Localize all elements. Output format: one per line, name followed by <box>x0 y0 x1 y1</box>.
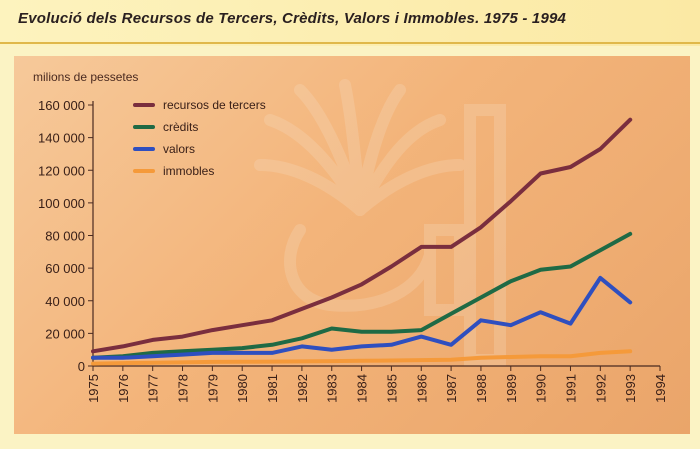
y-tick-label: 100 000 <box>38 196 85 211</box>
series-layer <box>91 117 633 366</box>
x-tick-label: 1975 <box>86 374 101 403</box>
title-divider <box>0 42 700 44</box>
x-tick-label: 1994 <box>653 374 668 403</box>
x-tick-label: 1979 <box>205 374 220 403</box>
y-tick-label: 40 000 <box>45 294 85 309</box>
x-tick-label: 1986 <box>414 374 429 403</box>
series-line-2 <box>91 231 633 360</box>
watermark-emblem-icon <box>254 79 506 366</box>
x-tick-label: 1980 <box>235 374 250 403</box>
chart-title: Evolució dels Recursos de Tercers, Crèdi… <box>18 10 567 27</box>
legend-label: immobles <box>163 164 214 178</box>
x-tick-label: 1976 <box>116 374 131 403</box>
series-line-1 <box>91 117 633 354</box>
x-tick-label: 1982 <box>295 374 310 403</box>
x-tick-label: 1978 <box>176 374 191 403</box>
y-tick-label: 80 000 <box>45 229 85 244</box>
chart-panel <box>14 56 690 434</box>
y-tick-label: 160 000 <box>38 98 85 113</box>
x-tick-label: 1984 <box>355 374 370 403</box>
legend: recursos de tercers crèdits valors immobles <box>133 98 266 178</box>
series-line-4 <box>91 349 633 366</box>
title-bar <box>0 0 700 46</box>
x-tick-label: 1993 <box>623 374 638 403</box>
x-tick-label: 1987 <box>444 374 459 403</box>
y-tick-label: 60 000 <box>45 261 85 276</box>
x-tick-label: 1985 <box>384 374 399 403</box>
y-tick-label: 140 000 <box>38 131 85 146</box>
y-axis-label: milions de pessetes <box>33 70 138 84</box>
series-line-3 <box>91 275 633 360</box>
x-tick-label: 1977 <box>146 374 161 403</box>
legend-label: crèdits <box>163 120 198 134</box>
y-tick-label: 20 000 <box>45 326 85 341</box>
legend-label: recursos de tercers <box>163 98 266 112</box>
x-tick-label: 1988 <box>474 374 489 403</box>
x-tick-label: 1990 <box>534 374 549 403</box>
y-tick-label: 0 <box>78 359 85 374</box>
x-tick-label: 1981 <box>265 374 280 403</box>
y-tick-label: 120 000 <box>38 163 85 178</box>
x-tick-label: 1991 <box>563 374 578 403</box>
x-tick-label: 1983 <box>325 374 340 403</box>
legend-label: valors <box>163 142 195 156</box>
x-tick-label: 1992 <box>593 374 608 403</box>
x-tick-label: 1989 <box>504 374 519 403</box>
axes: 0 20 000 40 000 60 000 80 000 100 000 120 000 1… <box>38 98 668 403</box>
